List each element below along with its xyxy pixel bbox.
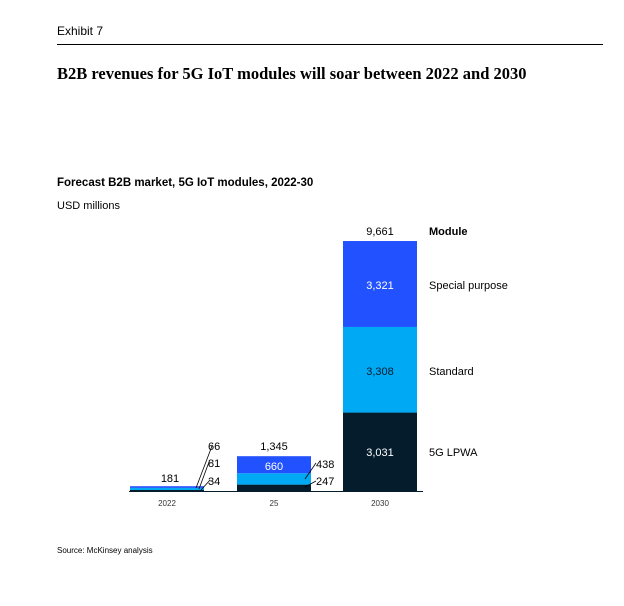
segment-label-2022-5g-lpwa: 34 — [208, 476, 220, 488]
bar-25-special-purpose — [237, 456, 311, 474]
segment-label-25-special-purpose: 660 — [265, 461, 283, 473]
leader-line-25-5g-lpwa — [304, 480, 317, 488]
x-tick-label-2030: 2030 — [371, 499, 389, 508]
segment-label-2022-special-purpose: 66 — [208, 441, 220, 453]
segment-label-25-standard: 438 — [316, 459, 334, 471]
bar-2030-5g-lpwa — [343, 412, 417, 491]
x-tick-label-25: 25 — [270, 499, 279, 508]
total-label-25: 1,345 — [260, 441, 288, 453]
legend-item-standard: Standard — [429, 366, 474, 378]
headline: B2B revenues for 5G IoT modules will soa… — [57, 64, 527, 83]
legend-item-special-purpose: Special purpose — [429, 280, 508, 292]
x-tick-label-2022: 2022 — [158, 499, 176, 508]
source-note: Source: McKinsey analysis — [57, 546, 153, 555]
bar-2022-standard — [130, 487, 204, 490]
legend-title: Module — [429, 226, 468, 238]
total-label-2030: 9,661 — [366, 226, 394, 238]
segment-label-2030-standard: 3,308 — [366, 366, 394, 378]
segment-label-2030-5g-lpwa: 3,031 — [366, 447, 394, 459]
bar-2022-special-purpose — [130, 486, 204, 488]
segment-label-25-5g-lpwa: 247 — [316, 476, 334, 488]
leader-line-2022-standard — [198, 461, 210, 490]
leader-line-25-standard — [304, 462, 317, 480]
bar-2030-standard — [343, 326, 417, 413]
legend-item-5g-lpwa: 5G LPWA — [429, 447, 478, 459]
bar-25-5g-lpwa — [237, 484, 311, 491]
leader-line-2022-5g-lpwa — [200, 479, 211, 491]
bar-2022-5g-lpwa — [130, 490, 204, 491]
bar-25-standard — [237, 473, 311, 485]
total-label-2022: 181 — [161, 473, 179, 485]
segment-label-2030-special-purpose: 3,321 — [366, 280, 394, 292]
chart-title: Forecast B2B market, 5G IoT modules, 202… — [57, 177, 314, 189]
segment-label-2022-standard: 81 — [208, 458, 220, 470]
exhibit-label: Exhibit 7 — [57, 24, 104, 38]
bar-2030-special-purpose — [343, 241, 417, 327]
leader-line-2022-special-purpose — [195, 445, 213, 489]
header-rule — [57, 44, 603, 45]
chart-unit: USD millions — [57, 200, 120, 212]
